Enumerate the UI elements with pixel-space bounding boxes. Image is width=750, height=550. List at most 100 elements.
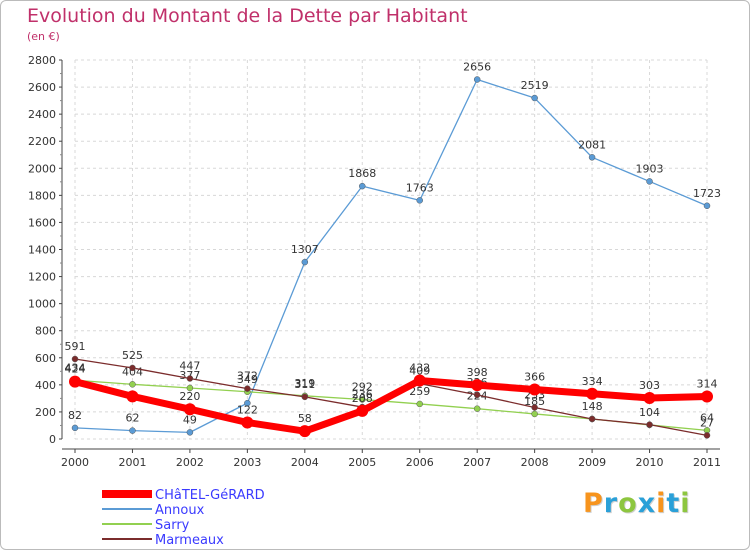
data-label: 148 xyxy=(582,400,603,413)
legend-label: CHâTEL-GéRARD xyxy=(155,488,265,503)
data-point xyxy=(69,375,81,388)
data-point xyxy=(71,424,79,432)
data-point xyxy=(586,387,599,400)
y-tick-label: 1200 xyxy=(28,271,56,284)
data-label: 82 xyxy=(68,409,82,422)
x-tick-label: 2011 xyxy=(693,456,721,469)
data-label: 591 xyxy=(65,340,86,353)
data-point xyxy=(473,405,481,412)
data-point xyxy=(129,364,136,372)
data-label: 314 xyxy=(697,377,718,390)
y-tick-label: 200 xyxy=(35,406,56,419)
y-tick-label: 1600 xyxy=(28,216,56,229)
data-label: 1903 xyxy=(636,162,664,175)
data-point xyxy=(531,410,538,418)
data-point xyxy=(359,182,366,190)
data-point xyxy=(528,383,541,396)
data-point xyxy=(301,393,309,401)
data-label: 303 xyxy=(639,379,660,392)
x-tick-label: 2006 xyxy=(406,456,434,469)
data-point xyxy=(531,94,538,102)
data-point xyxy=(701,390,713,403)
data-label: 447 xyxy=(179,359,200,372)
data-point xyxy=(298,425,311,438)
y-tick-label: 800 xyxy=(35,325,56,338)
data-label: 2656 xyxy=(463,60,491,73)
data-label: 1763 xyxy=(406,181,434,194)
data-label: 398 xyxy=(467,366,488,379)
grid xyxy=(74,59,708,440)
data-label: 292 xyxy=(352,380,373,393)
data-label: 311 xyxy=(294,378,315,391)
series-marmeaux: 59152544737231123640932623327 xyxy=(65,340,714,439)
chart-title: Evolution du Montant de la Dette par Hab… xyxy=(27,5,468,27)
data-label: 27 xyxy=(700,416,714,429)
logo-letter: t xyxy=(666,488,681,519)
y-tick-label: 1400 xyxy=(28,244,56,257)
data-point xyxy=(129,427,136,434)
data-label: 220 xyxy=(179,390,200,403)
data-point xyxy=(126,390,139,403)
series-line xyxy=(74,377,708,435)
y-tick-label: 2200 xyxy=(28,135,56,148)
data-point xyxy=(129,381,136,388)
data-label: 525 xyxy=(122,349,143,362)
data-label: 62 xyxy=(125,412,139,425)
data-point xyxy=(703,202,711,210)
data-point xyxy=(71,355,79,363)
data-point xyxy=(703,432,711,439)
x-tick-label: 2010 xyxy=(636,456,664,469)
data-point xyxy=(356,404,369,417)
data-point xyxy=(588,415,596,423)
data-label: 2519 xyxy=(521,79,549,92)
y-tick-label: 1800 xyxy=(28,189,56,202)
data-label: 409 xyxy=(409,365,430,378)
data-point xyxy=(359,396,366,403)
data-label: 434 xyxy=(65,361,86,374)
data-point xyxy=(186,384,194,392)
data-label: 208 xyxy=(352,392,373,405)
data-point xyxy=(643,391,656,404)
data-point xyxy=(531,404,538,411)
data-point xyxy=(183,403,196,416)
data-label: 259 xyxy=(409,385,430,398)
legend-label: Sarry xyxy=(155,518,190,533)
data-point xyxy=(413,374,426,387)
series-sarry: 43440437734931929225922418514810464 xyxy=(65,361,714,434)
x-tick-label: 2001 xyxy=(118,456,146,469)
data-label: 349 xyxy=(237,373,258,386)
data-point xyxy=(646,178,653,185)
y-tick-label: 2000 xyxy=(28,162,56,175)
data-point xyxy=(416,197,423,204)
data-label: 1868 xyxy=(348,167,376,180)
logo-letter: i xyxy=(680,488,691,519)
x-tick-label: 2007 xyxy=(463,456,491,469)
data-point xyxy=(301,258,309,266)
data-label: 58 xyxy=(298,412,312,425)
legend-label: Marmeaux xyxy=(155,533,224,548)
y-tick-label: 0 xyxy=(49,433,56,446)
data-label: 1307 xyxy=(291,243,319,256)
x-tick-label: 2005 xyxy=(348,456,376,469)
chart-subtitle: (en €) xyxy=(27,30,60,43)
data-label: 319 xyxy=(294,377,315,390)
data-label: 334 xyxy=(582,375,603,388)
series-line xyxy=(74,78,708,434)
data-label: 424 xyxy=(65,363,86,376)
data-label: 372 xyxy=(237,370,258,383)
x-tick-label: 2002 xyxy=(176,456,204,469)
y-tick-label: 1000 xyxy=(28,298,56,311)
data-label: 104 xyxy=(639,406,660,419)
x-tick-label: 2003 xyxy=(233,456,261,469)
data-label: 432 xyxy=(409,362,430,375)
data-point xyxy=(471,379,484,392)
data-label: 122 xyxy=(237,403,258,416)
logo-letter: x xyxy=(637,488,657,519)
y-tick-label: 2400 xyxy=(28,108,56,121)
data-label: 1723 xyxy=(693,187,721,200)
data-label: 64 xyxy=(700,411,714,424)
x-tick-label: 2000 xyxy=(61,456,89,469)
